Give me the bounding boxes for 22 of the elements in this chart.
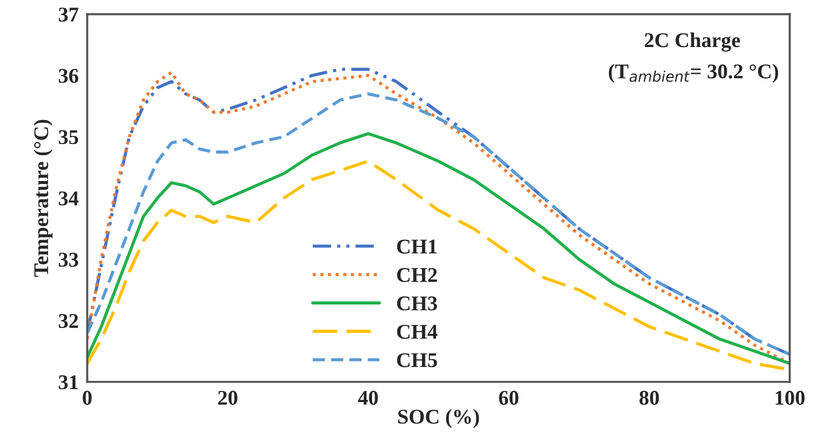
legend-label: CH1 <box>397 240 437 254</box>
legend-label: CH4 <box>397 324 438 339</box>
x-tick-label: 40 <box>358 390 378 405</box>
y-tick-label: 31 <box>58 375 78 390</box>
x-tick-label: 20 <box>218 390 238 405</box>
y-tick-label: 32 <box>58 314 78 328</box>
x-tick-label: 0 <box>82 390 92 405</box>
annotation: (T$_{ambient}$= 30.2 °C) <box>608 64 778 83</box>
x-tick-label: 80 <box>640 390 659 405</box>
y-tick-label: 37 <box>58 8 78 22</box>
x-tick-label: 60 <box>499 390 518 405</box>
annotation: 2C Charge <box>644 32 740 52</box>
x-tick-label: 100 <box>776 390 805 405</box>
legend-label: CH3 <box>397 296 438 310</box>
y-axis-title: Temperature (°C) <box>34 120 52 277</box>
legend-label: CH2 <box>397 268 437 282</box>
y-tick-label: 35 <box>58 130 78 144</box>
y-tick-label: 33 <box>58 252 78 267</box>
y-tick-label: 34 <box>58 191 78 206</box>
x-axis-title: SOC (%) <box>398 409 479 428</box>
legend-label: CH5 <box>397 353 437 368</box>
y-tick-label: 36 <box>58 68 78 83</box>
